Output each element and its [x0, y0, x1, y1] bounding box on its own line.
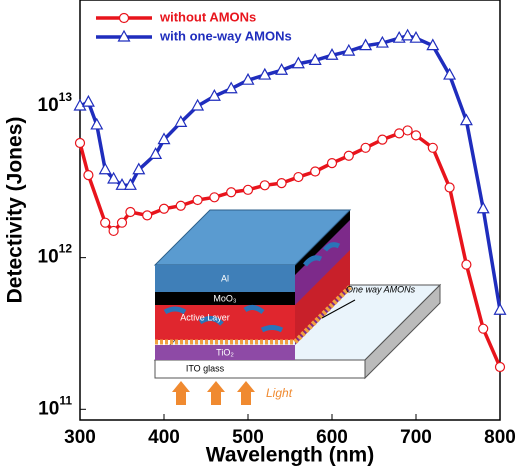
amon-dots-side — [293, 285, 352, 344]
glass-side — [364, 283, 441, 380]
marker — [359, 38, 373, 51]
marker — [426, 38, 440, 51]
glass-label: ITO glass — [186, 363, 225, 373]
plot-frame — [79, 0, 501, 421]
marker — [377, 134, 388, 145]
marker — [157, 132, 171, 145]
marker — [427, 142, 438, 153]
y-axis-label: Detectivity (Jones) — [4, 117, 27, 304]
x-tick-label: 800 — [484, 427, 516, 448]
marker — [175, 200, 186, 211]
marker — [259, 180, 270, 191]
al-label: Al — [221, 273, 229, 283]
marker — [310, 166, 321, 177]
marker — [258, 67, 272, 80]
marker — [291, 56, 305, 69]
x-axis-label: Wavelength (nm) — [206, 444, 374, 467]
marker — [207, 88, 221, 101]
marker — [343, 150, 354, 161]
light-arrows — [172, 381, 255, 405]
y-tick-exponent: 12 — [59, 242, 73, 256]
tio2-label: TiO₂ — [216, 347, 234, 357]
marker — [293, 171, 304, 183]
marker — [325, 48, 339, 60]
x-tick-label: 700 — [400, 427, 432, 448]
marker — [118, 12, 130, 24]
marker — [443, 67, 457, 80]
marker — [107, 171, 121, 184]
marker — [461, 259, 472, 270]
marker — [192, 194, 203, 206]
marker — [73, 98, 87, 111]
marker — [81, 94, 95, 107]
x-tick-label: 600 — [316, 427, 348, 448]
marker — [360, 142, 371, 153]
y-tick-exponent: 13 — [59, 90, 73, 104]
marker — [191, 98, 205, 111]
y-tick-label: 1011 — [38, 393, 72, 419]
marker — [476, 201, 490, 214]
marker — [90, 117, 104, 130]
marker — [444, 182, 455, 193]
marker — [401, 28, 415, 41]
marker — [117, 29, 131, 42]
x-tick-label: 500 — [232, 427, 264, 448]
marker — [459, 113, 473, 126]
amons-label: One way AMONs — [346, 284, 416, 294]
x-tick-label: 300 — [64, 427, 96, 448]
marker — [275, 63, 289, 75]
marker — [402, 125, 413, 136]
marker — [394, 128, 405, 139]
marker — [493, 302, 507, 315]
amons — [163, 242, 341, 333]
y-tick-label: 1012 — [38, 242, 73, 268]
marker — [342, 43, 356, 56]
marker — [224, 81, 238, 94]
marker — [410, 130, 422, 141]
marker — [98, 162, 112, 175]
moo3-label: MoO₃ — [213, 293, 237, 303]
callout-line — [321, 299, 356, 319]
legend-label: with one-way AMONs — [159, 28, 292, 43]
marker — [123, 178, 137, 190]
marker — [125, 206, 136, 218]
marker — [494, 361, 506, 373]
marker — [308, 53, 322, 65]
marker — [326, 158, 338, 169]
marker — [478, 323, 489, 334]
y-tick-base: 10 — [38, 247, 59, 268]
marker — [174, 115, 188, 127]
y-tick-exponent: 11 — [59, 393, 72, 407]
light-label: Light — [266, 386, 293, 400]
marker — [375, 35, 389, 48]
marker — [74, 137, 86, 149]
al-front — [155, 265, 295, 292]
y-tick-base: 10 — [38, 398, 59, 419]
marker — [142, 210, 153, 221]
moo3-front — [155, 292, 295, 305]
marker — [83, 170, 94, 181]
y-tick-base: 10 — [38, 95, 59, 116]
active-side — [295, 250, 350, 340]
marker — [276, 178, 287, 189]
marker — [116, 217, 128, 228]
marker — [108, 225, 119, 237]
marker — [149, 147, 163, 159]
device-inset: Al MoO₃ Active Layer TiO₂ ITO glass One … — [153, 209, 442, 405]
y-tick-label: 1013 — [38, 90, 73, 116]
marker — [409, 30, 423, 43]
marker — [226, 187, 237, 198]
marker — [241, 72, 255, 85]
marker — [115, 178, 129, 190]
legend-label: without AMONs — [159, 9, 256, 24]
active-label: Active Layer — [180, 312, 230, 322]
marker — [209, 192, 220, 203]
marker — [132, 162, 146, 175]
x-tick-label: 400 — [148, 427, 180, 448]
tio2-front — [155, 345, 295, 360]
marker — [242, 184, 254, 195]
marker — [100, 217, 111, 228]
marker — [158, 203, 170, 214]
